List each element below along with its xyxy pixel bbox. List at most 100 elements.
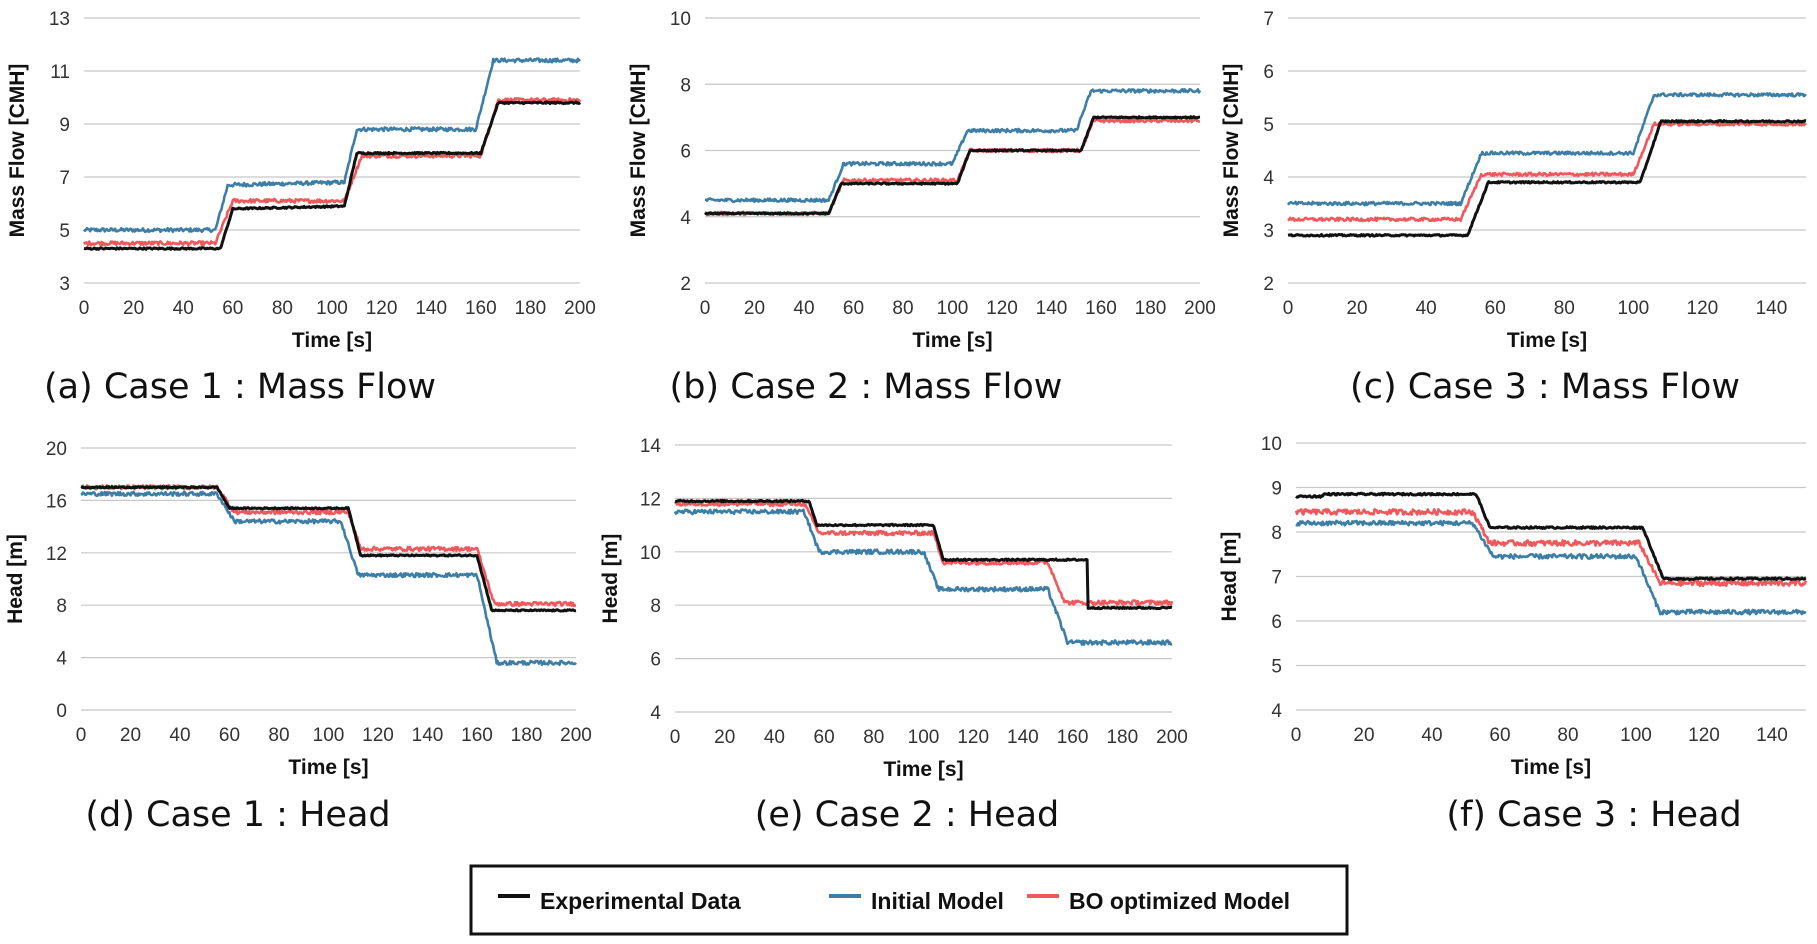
legend-box <box>469 864 1349 936</box>
y-tick-label: 8 <box>56 596 67 617</box>
x-tick-label: 100 <box>908 727 940 748</box>
series-line-bo <box>1287 121 1807 223</box>
x-tick-label: 180 <box>511 725 543 746</box>
y-tick-label: 3 <box>59 274 70 295</box>
y-tick-label: 20 <box>46 439 67 460</box>
series-line-experimental <box>1287 119 1807 238</box>
chart-caption: (f) Case 3 : Head <box>1446 795 1741 835</box>
series-line-experimental <box>83 100 582 251</box>
y-tick-label: 5 <box>1271 657 1282 678</box>
legend: Experimental Data Initial Model BO optimiz… <box>469 864 1349 936</box>
x-tick-label: 180 <box>515 298 547 319</box>
y-tick-label: 3 <box>1263 221 1274 242</box>
chart-caption: (a) Case 1 : Mass Flow <box>44 367 436 407</box>
chart-c: 2 3 4 5 6 7 0 20 40 60 80 100 120 140 Time [s] Mass Flo… <box>1220 9 1807 407</box>
x-tick-label: 20 <box>123 298 144 319</box>
x-tick-label: 140 <box>1007 727 1039 748</box>
y-tick-label: 7 <box>59 168 70 189</box>
y-axis-label: Head [m] <box>1218 532 1241 622</box>
y-tick-label: 6 <box>680 142 691 163</box>
x-tick-label: 80 <box>892 298 913 319</box>
x-tick-label: 60 <box>219 725 240 746</box>
x-tick-label: 0 <box>700 298 711 319</box>
y-tick-label: 9 <box>59 115 70 136</box>
y-tick-label: 2 <box>680 274 691 295</box>
y-axis-label: Head [m] <box>599 534 622 624</box>
y-tick-label: 6 <box>1263 62 1274 83</box>
y-tick-label: 4 <box>680 208 691 229</box>
series-line-initial <box>82 57 581 234</box>
x-tick-label: 200 <box>1184 298 1216 319</box>
x-tick-label: 120 <box>366 298 398 319</box>
x-axis-label: Time [s] <box>883 758 963 781</box>
x-tick-label: 60 <box>843 298 864 319</box>
x-axis-label: Time [s] <box>288 756 368 779</box>
series-line-initial <box>673 508 1173 646</box>
series-line-initial <box>704 87 1202 204</box>
series-line-experimental <box>704 115 1201 216</box>
chart-caption: (c) Case 3 : Mass Flow <box>1350 367 1740 407</box>
series-line-initial <box>1286 92 1807 207</box>
y-axis-label: Mass Flow [CMH] <box>6 64 29 238</box>
x-tick-label: 100 <box>1617 298 1649 319</box>
legend-label-initial: Initial Model <box>871 888 1004 914</box>
x-axis-label: Time [s] <box>912 329 992 352</box>
chart-caption: (d) Case 1 : Head <box>85 795 390 835</box>
x-tick-label: 140 <box>1756 298 1788 319</box>
x-tick-label: 40 <box>764 727 785 748</box>
x-tick-label: 40 <box>1416 298 1437 319</box>
x-tick-label: 120 <box>957 727 989 748</box>
x-tick-label: 200 <box>1156 727 1188 748</box>
x-tick-label: 60 <box>814 727 835 748</box>
series-line-initial <box>1295 519 1807 616</box>
x-tick-label: 160 <box>1057 727 1089 748</box>
x-tick-label: 0 <box>76 725 87 746</box>
x-tick-label: 60 <box>1489 725 1510 746</box>
y-tick-label: 8 <box>650 596 661 617</box>
x-tick-label: 160 <box>465 298 497 319</box>
x-tick-label: 0 <box>1291 725 1302 746</box>
x-tick-label: 20 <box>744 298 765 319</box>
y-tick-label: 7 <box>1271 568 1282 589</box>
series-line-initial <box>80 490 577 667</box>
y-tick-label: 8 <box>1271 523 1282 544</box>
y-tick-label: 8 <box>680 75 691 96</box>
x-tick-label: 20 <box>120 725 141 746</box>
y-tick-label: 10 <box>640 543 661 564</box>
x-tick-label: 200 <box>564 298 596 319</box>
x-tick-label: 80 <box>1557 725 1578 746</box>
x-axis-label: Time [s] <box>1511 756 1591 779</box>
y-tick-label: 7 <box>1263 9 1274 30</box>
y-tick-label: 11 <box>50 62 70 83</box>
x-tick-label: 60 <box>1485 298 1506 319</box>
chart-caption: (b) Case 2 : Mass Flow <box>670 367 1063 407</box>
y-axis-label: Head [m] <box>4 534 27 624</box>
x-tick-label: 160 <box>461 725 493 746</box>
y-tick-label: 4 <box>1263 168 1274 189</box>
y-tick-label: 12 <box>640 489 661 510</box>
y-tick-label: 10 <box>670 9 691 30</box>
x-tick-label: 100 <box>937 298 969 319</box>
x-axis-label: Time [s] <box>292 329 372 352</box>
x-tick-label: 140 <box>1036 298 1068 319</box>
x-tick-label: 180 <box>1135 298 1167 319</box>
y-axis-label: Mass Flow [CMH] <box>627 64 650 238</box>
x-tick-label: 120 <box>1687 298 1719 319</box>
chart-a: 3 5 7 9 11 13 0 20 40 60 80 100 120 140 160 180 200 Time … <box>6 9 596 407</box>
x-tick-label: 140 <box>415 298 447 319</box>
series-line-bo <box>82 97 582 247</box>
x-tick-label: 120 <box>1688 725 1720 746</box>
x-tick-label: 80 <box>1554 298 1575 319</box>
x-tick-label: 80 <box>863 727 884 748</box>
x-tick-label: 0 <box>670 727 681 748</box>
y-tick-label: 13 <box>49 9 70 30</box>
y-tick-label: 2 <box>1263 274 1274 295</box>
series-line-bo <box>1294 507 1808 588</box>
series-line-bo <box>80 483 577 608</box>
x-tick-label: 180 <box>1106 727 1138 748</box>
y-tick-label: 6 <box>1271 612 1282 633</box>
legend-label-bo: BO optimized Model <box>1069 888 1290 914</box>
